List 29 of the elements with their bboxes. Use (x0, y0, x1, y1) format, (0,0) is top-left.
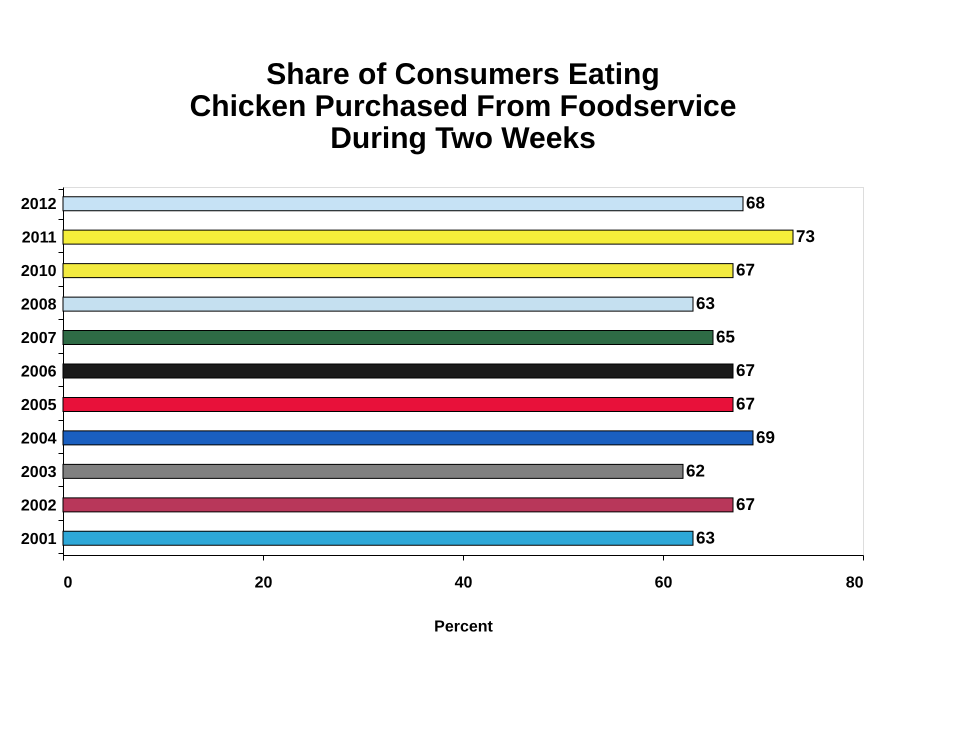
y-tick-label: 2006 (20, 364, 57, 380)
data-label: 68 (746, 194, 765, 213)
y-tick-label: 2004 (20, 430, 57, 448)
x-tick-label: 20 (254, 574, 272, 592)
y-tick-label: 2011 (22, 230, 57, 247)
data-label: 63 (696, 294, 715, 314)
x-tick-label: 0 (64, 574, 72, 592)
data-label: 67 (736, 494, 755, 514)
data-label: 67 (736, 361, 755, 380)
y-tick-label: 2012 (20, 196, 57, 214)
x-tick-label: 60 (654, 574, 672, 592)
data-label: 62 (686, 461, 705, 480)
x-axis-title: Percent (434, 618, 494, 636)
y-tick-label: 2002 (20, 497, 57, 514)
chart-title: Share of Consumers Eating Chicken Purchased From Foodservice During Two Weeks (190, 58, 736, 155)
data-label: 63 (696, 528, 715, 548)
x-tick-label: 40 (454, 574, 472, 592)
y-tick-label: 2007 (20, 330, 57, 348)
y-tick-label: 2003 (20, 464, 57, 481)
y-tick-label: 2005 (20, 396, 57, 414)
y-tick-label: 2008 (20, 296, 57, 314)
data-label: 73 (796, 227, 815, 246)
x-tick-label: 80 (846, 574, 864, 592)
data-label: 69 (756, 428, 775, 447)
data-label: 67 (736, 394, 755, 414)
data-label: 65 (716, 328, 735, 347)
data-label: 67 (736, 260, 755, 280)
y-tick-label: 2010 (20, 263, 57, 280)
y-tick-label: 2001 (20, 530, 57, 548)
